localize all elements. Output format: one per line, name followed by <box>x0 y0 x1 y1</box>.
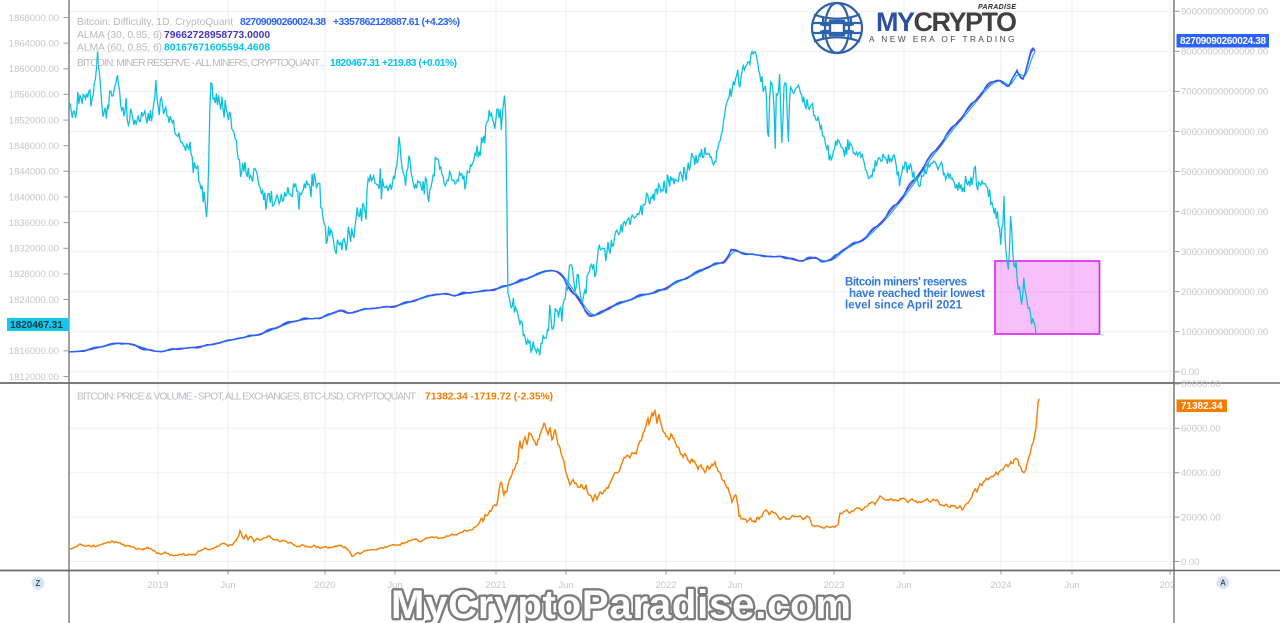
svg-text:MYCRYPTO: MYCRYPTO <box>876 7 1017 37</box>
svg-text:40000.00: 40000.00 <box>1181 468 1221 479</box>
svg-text:20000000000000.00: 20000000000000.00 <box>1181 287 1268 298</box>
svg-text:1840000.00: 1840000.00 <box>9 192 59 203</box>
svg-text:80000.00: 80000.00 <box>1181 379 1221 390</box>
svg-text:2023: 2023 <box>823 580 844 591</box>
svg-text:ALMA (60, 0.85, 6): ALMA (60, 0.85, 6) <box>77 42 162 53</box>
svg-text:PARADISE: PARADISE <box>978 4 1016 11</box>
svg-text:Jun: Jun <box>558 580 573 591</box>
svg-text:2019: 2019 <box>147 580 168 591</box>
svg-text:A NEW ERA OF TRADING: A NEW ERA OF TRADING <box>869 34 1017 44</box>
svg-text:Jun: Jun <box>727 580 742 591</box>
svg-text:40000000000000.00: 40000000000000.00 <box>1181 207 1268 218</box>
svg-text:Jun: Jun <box>1064 580 1079 591</box>
svg-text:1816000.00: 1816000.00 <box>9 346 59 357</box>
svg-text:60000.00: 60000.00 <box>1181 424 1221 435</box>
svg-text:2020: 2020 <box>314 580 335 591</box>
svg-text:1812000.00: 1812000.00 <box>9 372 59 383</box>
svg-text:10000000000000.00: 10000000000000.00 <box>1181 327 1268 338</box>
svg-text:20000.00: 20000.00 <box>1181 512 1221 523</box>
svg-text:1828000.00: 1828000.00 <box>9 269 59 280</box>
svg-text:71382.34: 71382.34 <box>1181 401 1223 412</box>
svg-text:2024: 2024 <box>990 580 1011 591</box>
svg-text:1836000.00: 1836000.00 <box>9 218 59 229</box>
svg-text:80000000000000.00: 80000000000000.00 <box>1181 47 1268 58</box>
svg-text:1848000.00: 1848000.00 <box>9 141 59 152</box>
svg-text:ALMA (30, 0.85, 6): ALMA (30, 0.85, 6) <box>77 30 162 41</box>
svg-text:1856000.00: 1856000.00 <box>9 90 59 101</box>
svg-text:Jun: Jun <box>896 580 911 591</box>
svg-text:1864000.00: 1864000.00 <box>9 38 59 49</box>
svg-text:90000000000000.00: 90000000000000.00 <box>1181 7 1268 18</box>
svg-text:2022: 2022 <box>655 580 676 591</box>
svg-text:BITCOIN: MINER RESERVE - ALL M: BITCOIN: MINER RESERVE - ALL MINERS, CRY… <box>77 58 321 69</box>
svg-text:Bitcoin: Difficulty, 1D, Crypt: Bitcoin: Difficulty, 1D, CryptoQuant <box>77 17 233 28</box>
svg-text:30000000000000.00: 30000000000000.00 <box>1181 247 1268 258</box>
svg-text:60000000000000.00: 60000000000000.00 <box>1181 127 1268 138</box>
svg-text:82709090260024.38: 82709090260024.38 <box>1180 36 1266 47</box>
svg-text:Jun: Jun <box>387 580 402 591</box>
svg-text:2021: 2021 <box>485 580 506 591</box>
svg-text:have reached their lowest: have reached their lowest <box>849 288 985 300</box>
svg-text:79662728958773.0000: 79662728958773.0000 <box>164 30 270 41</box>
svg-text:80167671605594.4608: 80167671605594.4608 <box>164 42 270 53</box>
svg-text:1844000.00: 1844000.00 <box>9 167 59 178</box>
svg-text:level since April 2021: level since April 2021 <box>845 300 963 312</box>
svg-text:+3357862128887.61 (+4.23%): +3357862128887.61 (+4.23%) <box>333 17 460 28</box>
svg-text:2025: 2025 <box>1159 580 1180 591</box>
svg-text:A: A <box>1220 579 1226 588</box>
svg-text:71382.34 -1719.72 (-2.35%): 71382.34 -1719.72 (-2.35%) <box>425 392 553 403</box>
svg-text:82709090260024.38: 82709090260024.38 <box>240 17 326 28</box>
svg-text:1852000.00: 1852000.00 <box>9 115 59 126</box>
svg-text:1832000.00: 1832000.00 <box>9 244 59 255</box>
svg-text:70000000000000.00: 70000000000000.00 <box>1181 87 1268 98</box>
svg-text:0.00: 0.00 <box>1181 367 1200 378</box>
svg-text:1868000.00: 1868000.00 <box>9 13 59 24</box>
svg-text:1860000.00: 1860000.00 <box>9 64 59 75</box>
svg-text:BITCOIN: PRICE & VOLUME - SPOT: BITCOIN: PRICE & VOLUME - SPOT, ALL EXCH… <box>77 392 417 403</box>
svg-text:Jun: Jun <box>220 580 235 591</box>
svg-text:50000000000000.00: 50000000000000.00 <box>1181 167 1268 178</box>
svg-text:Z: Z <box>36 579 41 588</box>
svg-text:1820467.31 +219.83 (+0.01%): 1820467.31 +219.83 (+0.01%) <box>330 58 457 69</box>
svg-text:Bitcoin miners' reserves: Bitcoin miners' reserves <box>845 277 967 289</box>
svg-text:1824000.00: 1824000.00 <box>9 295 59 306</box>
svg-text:1820467.31: 1820467.31 <box>10 320 63 331</box>
svg-text:0.00: 0.00 <box>1181 557 1200 568</box>
svg-text:MyCryptoParadise.com: MyCryptoParadise.com <box>391 583 851 623</box>
